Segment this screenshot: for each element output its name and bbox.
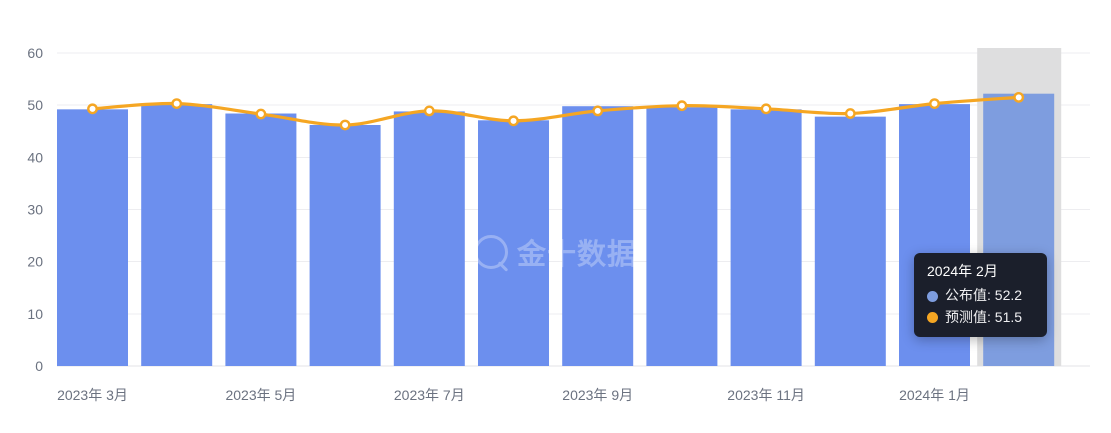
svg-text:60: 60 xyxy=(27,45,43,61)
svg-text:20: 20 xyxy=(27,254,43,270)
svg-text:40: 40 xyxy=(27,149,43,165)
bar-series-gongbuzhi xyxy=(57,93,1055,367)
legend-dot-published xyxy=(927,290,938,302)
y-axis-labels: 0 10 20 30 40 50 60 xyxy=(27,45,43,374)
svg-text:30: 30 xyxy=(27,202,43,218)
svg-text:2023年 9月: 2023年 9月 xyxy=(562,387,633,403)
tooltip-label-published: 公布值: 52.2 xyxy=(945,287,1023,304)
svg-text:50: 50 xyxy=(27,97,43,113)
tooltip-title: 2024年 2月 xyxy=(927,263,998,279)
tooltip-label-forecast: 预测值: 51.5 xyxy=(945,308,1023,325)
svg-text:2024年 1月: 2024年 1月 xyxy=(899,387,970,403)
svg-text:2023年 7月: 2023年 7月 xyxy=(394,387,465,403)
svg-text:0: 0 xyxy=(35,358,43,374)
tooltip-row-published: 公布值: 52.2 xyxy=(927,287,1034,304)
tooltip-row-forecast: 预测值: 51.5 xyxy=(927,308,1034,325)
legend-dot-forecast xyxy=(927,311,938,323)
x-axis-labels: 2023年 3月 2023年 5月 2023年 7月 2023年 9月 2023年 11… xyxy=(57,387,970,403)
svg-text:10: 10 xyxy=(27,306,43,322)
chart-tooltip: 2024年 2月 公布值: 52.2 预测值: 51.5 xyxy=(914,253,1047,338)
svg-text:2023年 11月: 2023年 11月 xyxy=(727,387,805,403)
line-series-yuceszhi xyxy=(90,95,1021,127)
line-markers xyxy=(87,91,1025,131)
svg-text:2023年 5月: 2023年 5月 xyxy=(225,387,296,403)
svg-text:2023年 3月: 2023年 3月 xyxy=(57,387,128,403)
